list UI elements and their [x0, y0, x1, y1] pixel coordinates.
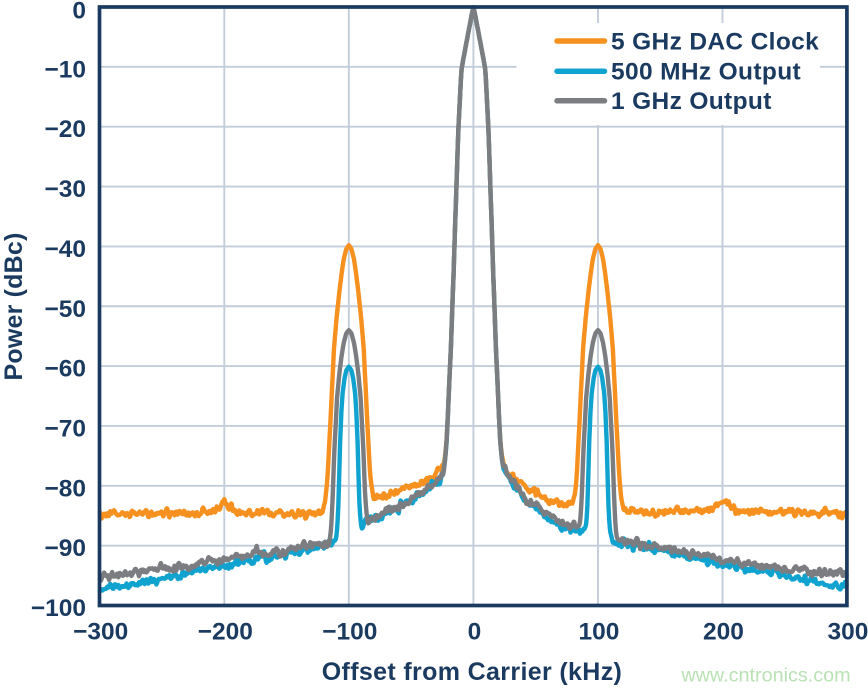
svg-text:300: 300	[828, 618, 868, 645]
svg-text:−50: −50	[44, 296, 86, 323]
svg-text:0: 0	[72, 0, 86, 25]
svg-text:−90: −90	[44, 535, 86, 562]
svg-text:−300: −300	[73, 618, 128, 645]
svg-text:−30: −30	[44, 176, 86, 203]
svg-text:−100: −100	[322, 618, 377, 645]
svg-text:200: 200	[703, 618, 744, 645]
svg-text:−70: −70	[44, 416, 86, 443]
svg-text:−10: −10	[44, 56, 86, 83]
svg-text:Power (dBc): Power (dBc)	[0, 232, 28, 380]
svg-text:−200: −200	[198, 618, 253, 645]
svg-text:500 MHz Output: 500 MHz Output	[611, 59, 801, 86]
svg-text:100: 100	[579, 618, 620, 645]
svg-text:www.cntronics.com: www.cntronics.com	[680, 665, 850, 687]
svg-text:−40: −40	[44, 236, 86, 263]
svg-text:−100: −100	[31, 595, 86, 622]
svg-text:1 GHz Output: 1 GHz Output	[611, 88, 772, 115]
svg-text:5 GHz DAC Clock: 5 GHz DAC Clock	[611, 28, 819, 55]
svg-text:Offset from Carrier (kHz): Offset from Carrier (kHz)	[322, 658, 622, 686]
svg-text:−20: −20	[44, 116, 86, 143]
svg-text:−60: −60	[44, 356, 86, 383]
svg-text:0: 0	[468, 618, 482, 645]
svg-text:−80: −80	[44, 475, 86, 502]
